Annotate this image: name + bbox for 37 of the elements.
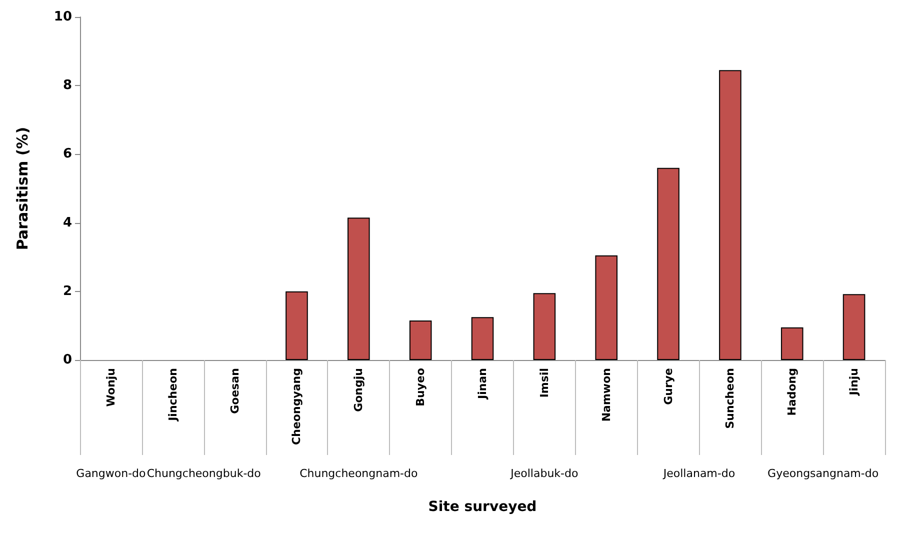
x-tick-label: Imsil	[538, 368, 551, 398]
text: Jeollabuk-do	[510, 467, 578, 480]
bar	[471, 317, 494, 360]
bar	[348, 218, 370, 360]
x-tick-label: Gurye	[662, 368, 675, 405]
x-tick-label: Jinju	[848, 368, 861, 396]
y-tick-label: 6	[62, 146, 72, 162]
y-tick-label: 8	[62, 78, 72, 94]
text: Gyeongsangnam-do	[768, 467, 879, 480]
y-tick-label: 4	[62, 215, 72, 230]
x-tick-label: Jinan	[476, 368, 489, 400]
y-tick-label: 0	[62, 352, 72, 368]
text: Chungcheongbuk-do	[146, 467, 262, 480]
bar	[657, 168, 680, 360]
bar	[842, 294, 866, 360]
text: Gangwon-do	[76, 467, 146, 480]
x-tick-label: Namwon	[600, 368, 613, 422]
bar	[780, 327, 804, 360]
bar	[286, 291, 308, 360]
bar	[719, 70, 742, 360]
x-tick-label: Buyeo	[414, 368, 428, 406]
x-tick-label: Goesan	[228, 368, 242, 414]
x-tick-label: Gongju	[352, 368, 366, 412]
bar	[595, 255, 618, 360]
x-tick-label: Wonju	[104, 368, 118, 407]
bar	[409, 320, 432, 360]
x-tick-label: Hadong	[786, 368, 799, 416]
y-tick-label: 2	[62, 284, 72, 299]
text: Jeollanam-do	[662, 467, 736, 480]
y-axis-title: Parasitism (%)	[14, 126, 32, 250]
x-tick-label: Suncheon	[724, 368, 737, 429]
bar	[533, 293, 556, 360]
x-tick-label: Jincheon	[166, 368, 180, 422]
y-tick-label: 10	[54, 10, 72, 24]
text: Chungcheongnam-do	[300, 467, 418, 480]
x-tick-label: Cheongyang	[290, 368, 304, 445]
x-axis-title: Site surveyed	[428, 499, 537, 515]
